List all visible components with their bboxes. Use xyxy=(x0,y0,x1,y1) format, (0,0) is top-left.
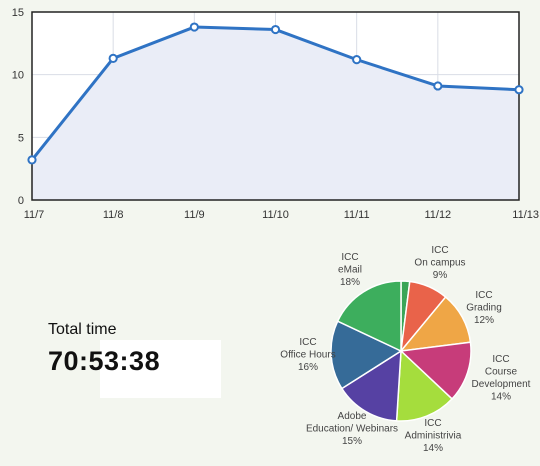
total-time-panel: Total time 70:53:38 xyxy=(48,318,228,408)
data-point xyxy=(270,24,281,35)
x-tick-label: 11/7 xyxy=(24,209,45,221)
pie-slice-label-line: 9% xyxy=(433,270,448,281)
line-chart-tick-labels: 0 5 10 15 11/7 11/8 11/9 11/10 11/11 11/12 11/13 xyxy=(12,7,539,221)
pie-slice-label-line: ICC xyxy=(492,354,509,365)
x-tick-label: 11/10 xyxy=(262,209,289,221)
pie-slice-label-line: Grading xyxy=(466,303,502,314)
pie-slice-label-line: On campus xyxy=(414,258,465,269)
x-tick-label: 11/9 xyxy=(184,209,205,221)
total-time-value: 70:53:38 xyxy=(48,346,161,376)
pie-slice xyxy=(330,320,403,390)
data-point xyxy=(352,55,362,65)
pie-slice xyxy=(395,349,454,422)
pie-slice-label-line: Development xyxy=(472,379,531,390)
pie-slice-label-line: 14% xyxy=(491,392,511,403)
y-tick-label: 10 xyxy=(12,70,24,82)
pie-slice-label-line: Course xyxy=(485,367,518,378)
pie-slice-label-line: Adobe xyxy=(338,411,367,422)
pie-slice-label: Adobe Education/ Webinars 15% xyxy=(306,411,398,447)
pie-slice-label-line: ICC xyxy=(299,337,316,348)
y-tick-label: 15 xyxy=(12,7,24,19)
y-tick-label: 5 xyxy=(18,132,24,144)
pie-slice-label-line: Administrivia xyxy=(405,431,462,442)
line-chart-frame xyxy=(31,11,520,201)
area-fill xyxy=(32,27,519,200)
line-chart-points xyxy=(27,22,524,165)
pie-slice xyxy=(399,341,472,400)
pie-slice-label-line: Office Hours xyxy=(280,350,335,361)
x-tick-label: 11/12 xyxy=(424,209,451,221)
pie-slice-label-line: 18% xyxy=(340,277,360,288)
y-tick-label: 0 xyxy=(18,195,24,207)
total-time-background xyxy=(100,340,221,398)
pie-slice-label: ICC eMail 18% xyxy=(338,252,362,288)
plot-frame xyxy=(31,11,520,201)
pie-slice-label-line: 12% xyxy=(474,315,494,326)
pie-slice-label-line: ICC xyxy=(341,252,358,263)
line-chart: 0 5 10 15 11/7 11/8 11/9 11/10 11/11 11/12 11/13 xyxy=(12,7,539,221)
pie-slice-label-line: 16% xyxy=(298,362,318,373)
pie-slice-label-line: eMail xyxy=(338,265,362,276)
pie-slice-label-line: Education/ Webinars xyxy=(306,424,398,435)
data-point xyxy=(27,155,37,165)
data-point xyxy=(108,53,118,63)
x-tick-label: 11/8 xyxy=(103,209,124,221)
pie-slice-label: ICC Office Hours 16% xyxy=(280,337,335,373)
data-point xyxy=(433,81,443,91)
pie-slice-label: ICC Course Development 14% xyxy=(472,354,531,403)
pie-slice-label-line: 14% xyxy=(423,443,443,454)
pie-slice-label-line: 15% xyxy=(342,436,362,447)
pie-slice xyxy=(340,349,402,422)
pie-chart-slices xyxy=(330,280,472,422)
pie-slice-label: ICC Administrivia 14% xyxy=(405,418,462,454)
data-point xyxy=(514,85,524,95)
pie-slice-label-line: ICC xyxy=(431,245,448,256)
pie-chart: ICC On campus 9% ICC Grading 12% ICC Course Deve… xyxy=(280,245,530,454)
line-chart-area-layer xyxy=(32,27,519,200)
pie-slice-label: ICC On campus 9% xyxy=(414,245,465,281)
x-tick-label: 11/13 xyxy=(512,209,539,221)
data-point xyxy=(189,22,199,32)
pie-chart-labels: ICC On campus 9% ICC Grading 12% ICC Course Deve… xyxy=(280,245,530,454)
pie-slice-label: ICC Grading 12% xyxy=(466,290,502,326)
pie-slice-label-line: ICC xyxy=(475,290,492,301)
x-tick-label: 11/11 xyxy=(344,209,370,221)
total-time-label: Total time xyxy=(48,321,117,338)
pie-slice xyxy=(336,280,402,353)
pie-slice-label-line: ICC xyxy=(424,418,441,429)
